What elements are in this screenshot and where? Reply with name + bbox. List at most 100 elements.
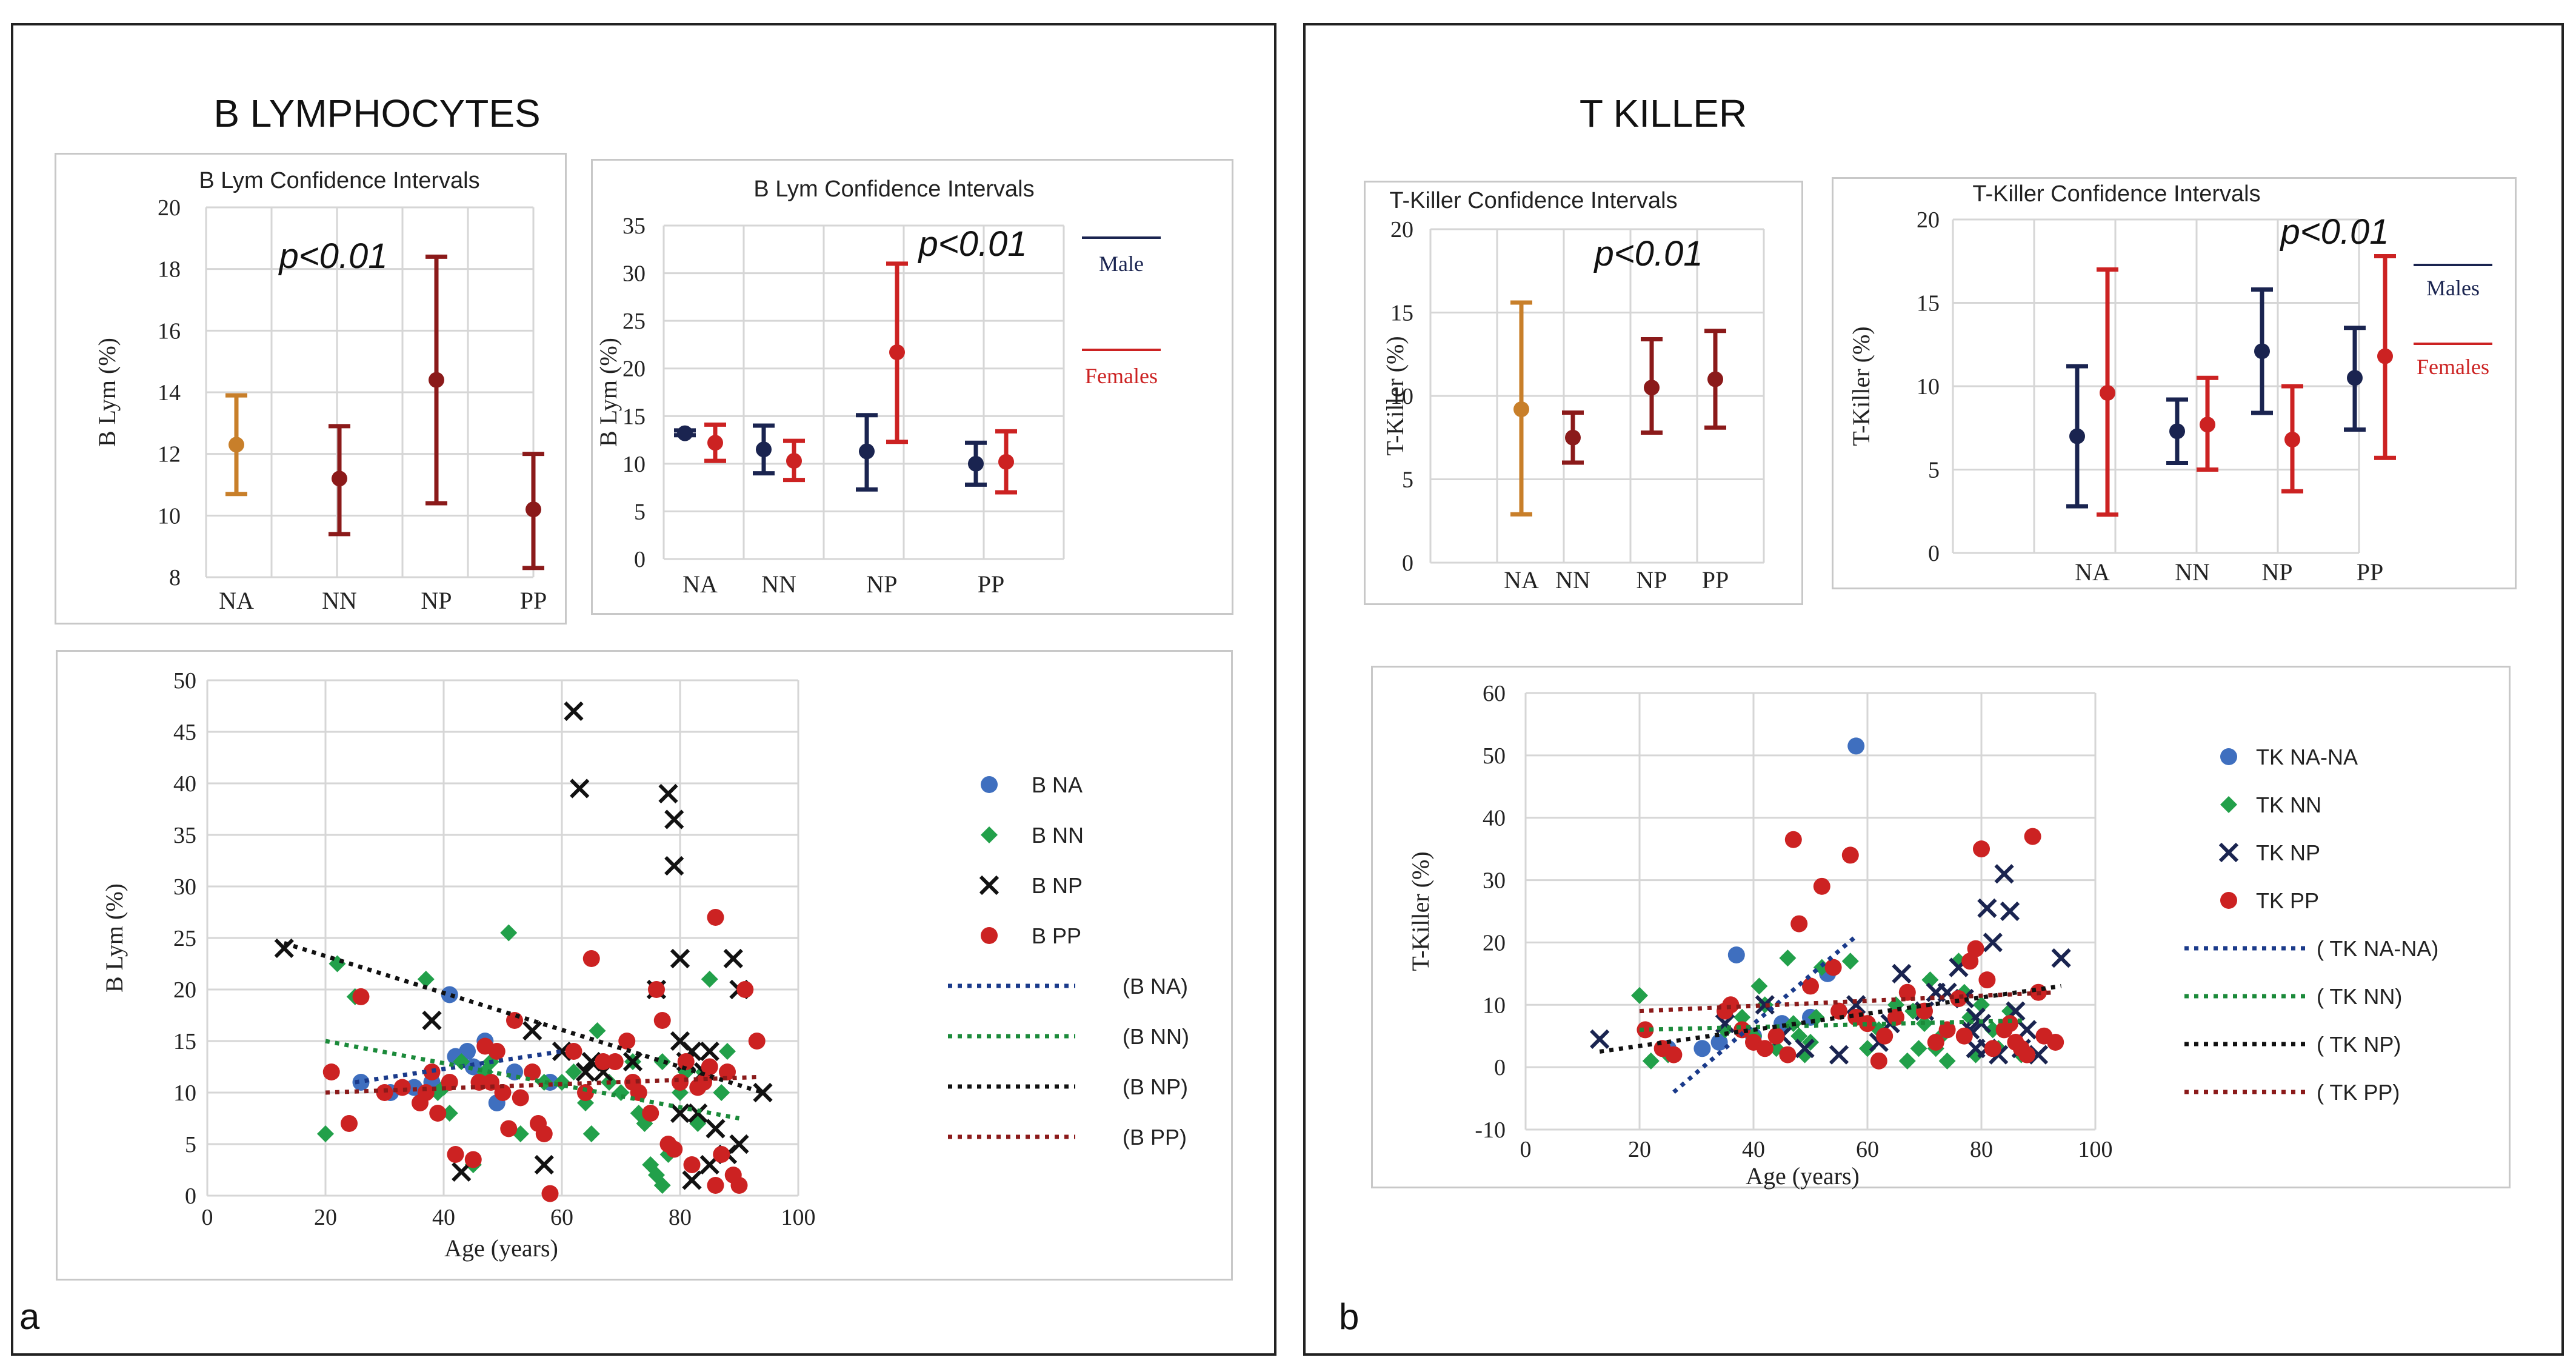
y-tick-label: 30 (622, 261, 646, 287)
x-tick-label: 100 (781, 1205, 816, 1230)
mean-point (2200, 417, 2215, 433)
y-tick-label: 40 (173, 771, 196, 797)
y-tick-label: 20 (158, 195, 181, 221)
p-value-annotation: p<0.01 (1593, 234, 1703, 273)
legend-marker (2220, 892, 2237, 909)
legend-label: TK NA-NA (2256, 745, 2358, 769)
data-point (713, 1084, 730, 1101)
data-point (664, 809, 684, 829)
x-tick-label: 40 (432, 1205, 455, 1230)
data-point (1910, 1040, 1927, 1057)
data-point (452, 1162, 472, 1182)
data-point (2017, 1020, 2037, 1040)
data-point (577, 1084, 594, 1101)
x-tick-label: 80 (669, 1205, 692, 1230)
y-tick-label: 5 (185, 1132, 196, 1157)
x-category-label: NA (1504, 566, 1539, 594)
p-value-annotation: p<0.01 (917, 224, 1027, 264)
data-point (1779, 949, 1797, 967)
data-point (1802, 977, 1819, 995)
b-scatter-box (56, 650, 1233, 1281)
x-category-label: NP (2261, 558, 2292, 586)
data-point (1710, 1034, 1728, 1051)
legend-label: B NA (1032, 772, 1083, 797)
data-point (595, 1053, 612, 1070)
data-point (2018, 1046, 2036, 1063)
x-category-label: NN (322, 587, 357, 614)
data-point (642, 1105, 659, 1122)
data-point (453, 1053, 470, 1070)
y-tick-label: 15 (622, 404, 646, 429)
data-point (1898, 983, 1916, 1001)
data-point (1756, 1040, 1774, 1057)
data-point (670, 1103, 690, 1124)
data-point (1983, 933, 2003, 953)
legend-label: TK PP (2256, 888, 2319, 913)
data-point (736, 981, 754, 998)
mean-point (859, 443, 875, 460)
data-point (582, 1125, 600, 1142)
data-point (1938, 1021, 1956, 1039)
data-point (1977, 898, 1997, 918)
data-point (672, 1074, 689, 1091)
data-point (512, 1089, 529, 1107)
data-point (713, 1146, 730, 1163)
data-point (618, 1033, 636, 1050)
legend-marker (981, 826, 998, 843)
y-tick-label: -10 (1475, 1117, 1506, 1143)
y-tick-label: 15 (173, 1029, 196, 1054)
data-point (1921, 971, 1939, 989)
data-point (352, 988, 370, 1005)
y-tick-label: 12 (158, 442, 181, 467)
data-point (1984, 1040, 2001, 1057)
trendline (1672, 934, 1858, 1094)
x-category-label: NA (2075, 558, 2110, 586)
data-point (606, 1053, 624, 1070)
panel-b-letter: b (1339, 1296, 1360, 1337)
data-point (1859, 1015, 1876, 1033)
y-tick-label: 8 (169, 565, 181, 591)
mean-point (2169, 423, 2185, 440)
mean-point (2377, 348, 2393, 364)
y-tick-label: 30 (173, 874, 196, 900)
data-point (541, 1185, 559, 1202)
data-point (1790, 915, 1808, 933)
legend-label: B NP (1032, 873, 1083, 898)
mean-point (998, 454, 1014, 470)
data-point (1813, 877, 1830, 895)
legend-marker (2218, 842, 2239, 863)
legend-marker (981, 927, 998, 944)
data-point (1841, 846, 1859, 864)
legend-marker (2220, 748, 2237, 765)
mean-point (332, 471, 347, 487)
data-point (447, 1146, 464, 1163)
mean-point (1513, 401, 1529, 417)
y-tick-label: 20 (173, 977, 196, 1003)
data-point (748, 1033, 766, 1050)
data-point (1693, 1040, 1711, 1057)
y-tick-label: 18 (158, 257, 181, 283)
y-tick-label: 25 (622, 309, 646, 334)
legend-trend-label: ( TK NN) (2317, 984, 2402, 1009)
legend-label-male: Males (2426, 276, 2480, 300)
data-point (666, 1140, 683, 1158)
x-tick-label: 60 (550, 1205, 573, 1230)
y-tick-label: 10 (1917, 374, 1940, 400)
y-axis-label: B Lym (%) (101, 883, 128, 993)
y-tick-label: 0 (1494, 1055, 1506, 1080)
data-point (1790, 1027, 1808, 1045)
x-tick-label: 100 (2078, 1137, 2113, 1162)
tk-scatter-box (1371, 666, 2511, 1188)
data-point (729, 1134, 749, 1154)
data-point (565, 1063, 582, 1080)
data-point (494, 1084, 512, 1101)
data-point (670, 948, 690, 969)
mean-point (229, 437, 244, 453)
y-tick-label: 35 (622, 213, 646, 239)
data-point (653, 1053, 671, 1070)
data-point (1767, 1027, 1785, 1045)
data-point (1727, 946, 1745, 963)
data-point (699, 1041, 719, 1062)
data-point (352, 1074, 370, 1091)
y-axis-label: T-Killer (%) (1407, 851, 1434, 971)
